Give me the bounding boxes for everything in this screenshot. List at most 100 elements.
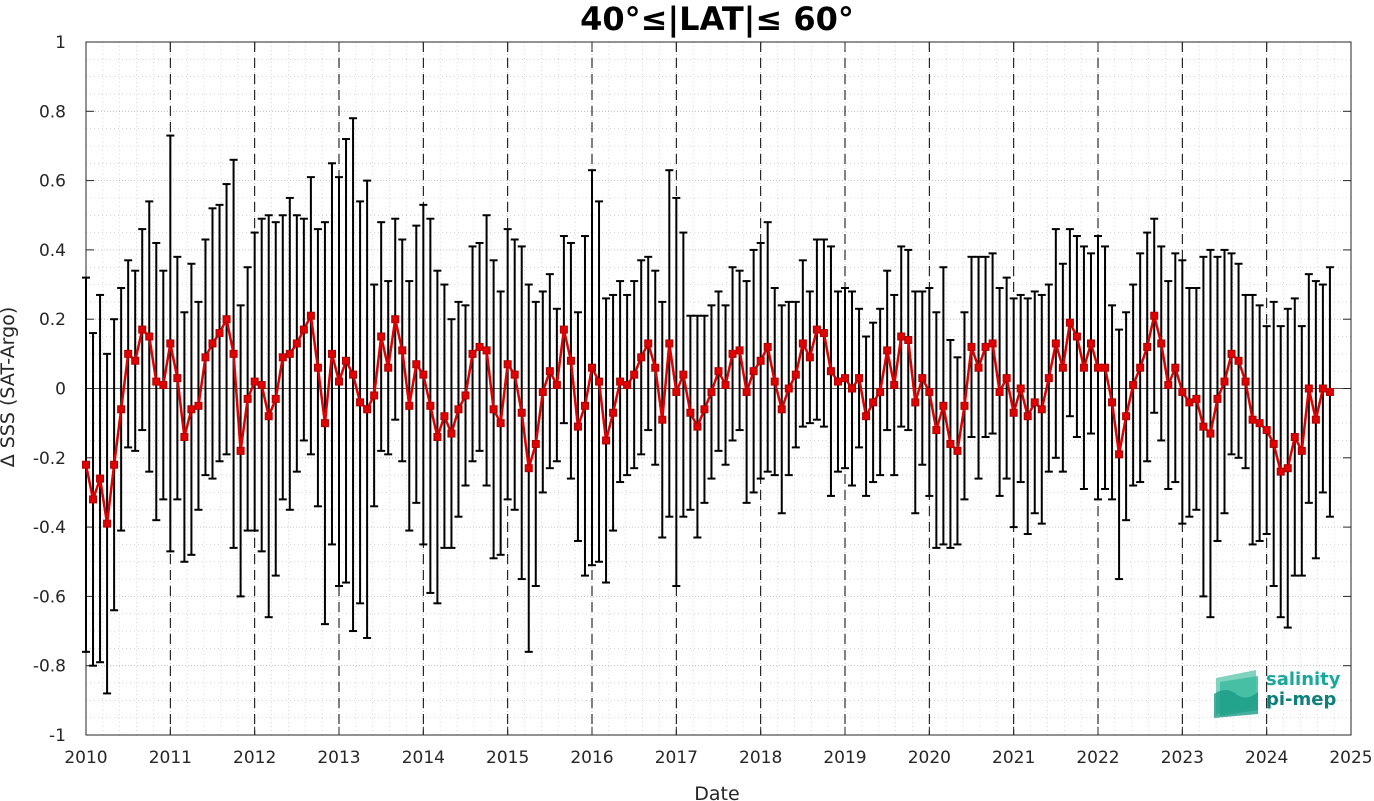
data-point <box>721 381 730 390</box>
data-point <box>707 387 716 396</box>
series <box>82 311 1334 528</box>
y-tick-label: -0.6 <box>33 587 66 607</box>
data-point <box>735 346 744 355</box>
data-point <box>173 374 182 383</box>
data-point <box>1058 363 1067 372</box>
data-point <box>925 387 934 396</box>
data-point <box>573 422 582 431</box>
data-point <box>1079 363 1088 372</box>
data-point <box>398 346 407 355</box>
data-point <box>644 339 653 348</box>
data-point <box>552 381 561 390</box>
data-point <box>201 353 210 362</box>
data-point <box>1023 412 1032 421</box>
y-tick-label: 0.6 <box>39 172 66 192</box>
data-point <box>1213 394 1222 403</box>
data-point <box>890 381 899 390</box>
data-point <box>1150 311 1159 320</box>
data-point <box>187 405 196 414</box>
x-tick-label: 2010 <box>64 748 107 768</box>
data-point <box>496 419 505 428</box>
data-point <box>412 360 421 369</box>
y-tick-labels: -1 -0.8 -0.6 -0.4 -0.2 0 0.2 0.4 0.6 0.8 1 <box>33 33 66 746</box>
data-point <box>665 339 674 348</box>
data-point <box>391 315 400 324</box>
data-point <box>1290 433 1299 442</box>
data-point <box>117 405 126 414</box>
data-point <box>96 474 105 483</box>
data-point <box>384 363 393 372</box>
data-point <box>756 356 765 365</box>
data-point <box>264 412 273 421</box>
data-point <box>700 405 709 414</box>
data-point <box>939 401 948 410</box>
data-point <box>1304 384 1313 393</box>
data-point <box>897 332 906 341</box>
data-point <box>1248 415 1257 424</box>
data-point <box>1234 356 1243 365</box>
y-tick-label: 0 <box>55 380 66 400</box>
y-tick-label: 1 <box>55 33 66 53</box>
data-point <box>1086 339 1095 348</box>
data-point <box>208 339 217 348</box>
data-point <box>1192 394 1201 403</box>
y-tick-label: 0.4 <box>39 241 66 261</box>
data-point <box>306 311 315 320</box>
data-point <box>538 387 547 396</box>
data-point <box>363 405 372 414</box>
data-point <box>658 415 667 424</box>
data-point <box>1037 405 1046 414</box>
data-point <box>1241 377 1250 386</box>
data-point <box>236 446 245 455</box>
x-tick-label: 2015 <box>486 748 529 768</box>
data-point <box>1122 412 1131 421</box>
data-point <box>1143 342 1152 351</box>
data-point <box>616 377 625 386</box>
data-point <box>1101 363 1110 372</box>
data-point <box>623 381 632 390</box>
data-point <box>812 325 821 334</box>
data-point <box>1185 398 1194 407</box>
data-point <box>1016 384 1025 393</box>
logo-text-pi-mep: pi-mep <box>1266 689 1337 710</box>
data-point <box>588 363 596 372</box>
data-point <box>742 387 751 396</box>
data-point <box>686 408 695 417</box>
data-point <box>805 353 814 362</box>
data-point <box>194 401 203 410</box>
chart-title: 40°≤|LAT|≤ 60° <box>580 0 854 38</box>
data-point <box>440 412 449 421</box>
data-point <box>1065 318 1074 327</box>
data-point <box>475 342 484 351</box>
data-point <box>1094 363 1102 372</box>
x-tick-labels: 2010 2011 2012 2013 2014 2015 2016 2017 2018 2019… <box>64 748 1372 768</box>
data-point <box>426 401 435 410</box>
data-point <box>855 374 864 383</box>
data-point <box>222 315 231 324</box>
data-point <box>566 356 575 365</box>
data-point <box>1115 450 1124 459</box>
x-tick-label: 2016 <box>570 748 613 768</box>
y-axis-label: Δ SSS (SAT-Argo) <box>0 307 19 467</box>
data-point <box>531 439 540 448</box>
data-point <box>777 405 786 414</box>
data-point <box>271 394 280 403</box>
data-point <box>967 342 976 351</box>
data-point <box>257 381 266 390</box>
data-point <box>510 370 519 379</box>
data-point <box>784 384 793 393</box>
data-point <box>1002 374 1011 383</box>
salinity-pi-mep-logo: salinity pi-mep <box>1212 664 1362 720</box>
data-point <box>841 374 849 383</box>
data-point <box>869 398 878 407</box>
data-point <box>370 391 379 400</box>
data-point <box>320 419 329 428</box>
data-point <box>342 356 351 365</box>
data-point <box>1199 422 1208 431</box>
x-tick-label: 2025 <box>1329 748 1372 768</box>
data-point <box>82 460 90 469</box>
data-point <box>602 436 611 445</box>
x-tick-label: 2020 <box>908 748 951 768</box>
data-point <box>883 346 892 355</box>
data-point <box>524 464 533 473</box>
